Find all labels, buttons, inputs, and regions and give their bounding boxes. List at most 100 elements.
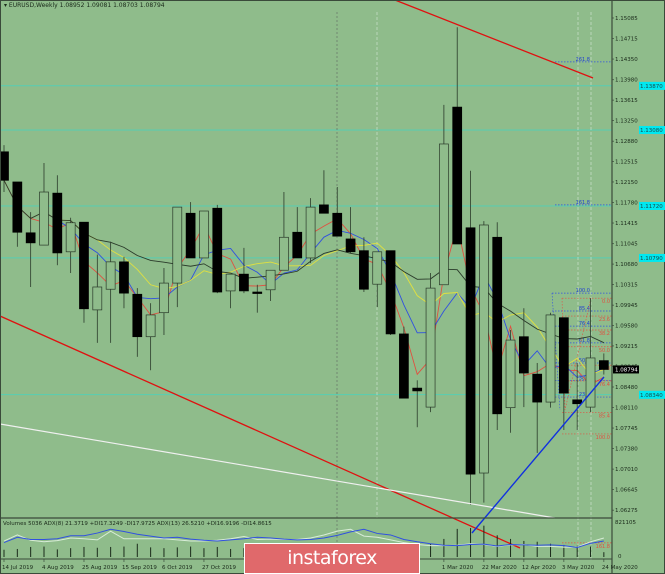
indicator-min-label: 0	[618, 554, 622, 560]
candle-bullish	[159, 282, 169, 314]
fibo-red-label: 161.8	[596, 544, 610, 550]
price-label: 1.10315	[615, 282, 638, 288]
candle-bullish	[545, 314, 556, 403]
price-label: 1.14350	[615, 57, 638, 63]
candle-bearish	[532, 373, 543, 403]
symbol: EURUSD,Weekly	[8, 2, 58, 9]
candle-bullish	[439, 143, 449, 286]
fibo-red-label: 0.0	[602, 299, 610, 305]
trendline-red-upper[interactable]	[394, 0, 594, 79]
candle-bearish	[239, 273, 249, 292]
candle-bearish	[598, 360, 609, 370]
candle-bearish	[212, 207, 223, 293]
ohlc-close: 1.08794	[139, 2, 165, 9]
price-label: 1.11045	[615, 242, 638, 248]
moving-average-5	[3, 180, 605, 378]
price-label: 1.11780	[615, 201, 638, 207]
fibo-blue-label: 76.4	[579, 321, 590, 327]
level-price-label: 1.10790	[640, 256, 663, 262]
candle-bearish	[252, 291, 263, 294]
date-label: 27 Oct 2019	[202, 565, 237, 571]
trendline-white[interactable]	[0, 423, 556, 519]
level-price-box	[639, 390, 665, 399]
current-price-box	[613, 365, 639, 374]
candle-bearish	[572, 399, 583, 405]
fibo-red-label: 38.2	[599, 331, 610, 337]
fibo-blue-label: 161.8	[576, 200, 590, 206]
price-label: 1.06275	[615, 508, 638, 514]
candle-bearish	[412, 387, 423, 392]
candle-bullish	[305, 206, 316, 259]
chart-title: ▾ EURUSD,Weekly 1.08952 1.09081 1.08703 …	[4, 2, 165, 9]
price-label: 1.12515	[615, 160, 638, 166]
fibo-red-label: 100.0	[596, 435, 610, 441]
candle-bullish	[585, 357, 596, 408]
date-label: 22 Mar 2020	[482, 565, 517, 571]
candle-bullish	[505, 339, 516, 409]
candle-bearish	[52, 192, 63, 254]
level-price-label: 1.08340	[640, 393, 663, 399]
date-label: 12 Apr 2020	[522, 565, 557, 571]
price-label: 1.11415	[615, 221, 638, 227]
adx-line-blue	[3, 528, 604, 549]
price-label: 1.07380	[615, 446, 638, 452]
price-label: 1.12880	[615, 139, 638, 145]
fibo-blue-label: 61.8	[579, 338, 590, 344]
candle-bullish	[425, 287, 436, 408]
candle-bullish	[145, 314, 156, 338]
candle-bearish	[452, 106, 463, 245]
price-label: 1.09580	[615, 324, 638, 330]
fibo-red-label: 85.4	[599, 414, 610, 420]
candle-bullish	[65, 222, 76, 253]
candle-bullish	[199, 210, 209, 259]
candle-bullish	[225, 273, 236, 292]
ohlc-open: 1.08952	[59, 2, 85, 9]
candle-bearish	[359, 250, 369, 290]
current-price-label: 1.08794	[615, 367, 638, 373]
candle-bearish	[345, 238, 356, 253]
date-label: 25 Aug 2019	[82, 565, 118, 571]
candle-bearish	[385, 250, 396, 335]
date-label: 3 May 2020	[562, 565, 595, 571]
level-price-box	[639, 81, 665, 90]
level-price-box	[639, 201, 665, 210]
price-label: 1.13615	[615, 98, 638, 104]
date-axis[interactable]: 14 Jul 2019 4 Aug 2019 25 Aug 2019 15 Sep 2…	[2, 559, 638, 571]
fibo-blue-label: 50.0	[579, 358, 590, 364]
price-label: 1.08480	[615, 385, 638, 391]
moving-average-3	[3, 180, 605, 386]
collapse-triangle-icon[interactable]: ▾	[4, 2, 9, 9]
trendline-red-lower[interactable]	[0, 315, 521, 549]
price-label: 1.07010	[615, 467, 638, 473]
level-price-label: 1.13080	[640, 128, 663, 134]
fibonacci-levels: 261.8 161.8 100.0 85.4 76.4 61.8 50.0 38.2 23.6 0…	[551, 57, 612, 550]
candle-bearish	[12, 181, 23, 233]
candle-bullish	[172, 206, 183, 284]
price-label: 1.09945	[615, 303, 638, 309]
date-label: 15 Sep 2019	[122, 565, 157, 571]
price-label: 1.12150	[615, 180, 638, 186]
price-label: 1.09215	[615, 344, 638, 350]
fibo-blue-label: 85.4	[579, 306, 590, 312]
date-label: 4 Aug 2019	[42, 565, 74, 571]
candle-bearish	[185, 212, 196, 259]
candle-bullish	[265, 269, 276, 291]
trendline-blue[interactable]	[471, 376, 605, 534]
candle-bullish	[279, 236, 289, 271]
fibo-red-label: 50.0	[599, 348, 610, 354]
date-label: 24 May 2020	[602, 565, 638, 571]
level-price-box	[639, 126, 665, 135]
candle-bearish	[492, 236, 503, 415]
candle-bearish	[79, 221, 89, 310]
price-label: 1.13980	[615, 78, 638, 84]
price-axis[interactable]: 1.15085 1.14715 1.14350 1.13980 1.13615 1.132…	[612, 16, 665, 514]
price-label: 1.07745	[615, 426, 638, 432]
candle-bullish	[92, 286, 103, 311]
candle-bearish	[399, 333, 409, 399]
candle-bullish	[105, 261, 116, 290]
ohlc-low: 1.08703	[113, 2, 138, 9]
price-label: 1.10680	[615, 262, 638, 268]
price-label: 1.06645	[615, 488, 638, 494]
candle-bearish	[119, 261, 129, 294]
